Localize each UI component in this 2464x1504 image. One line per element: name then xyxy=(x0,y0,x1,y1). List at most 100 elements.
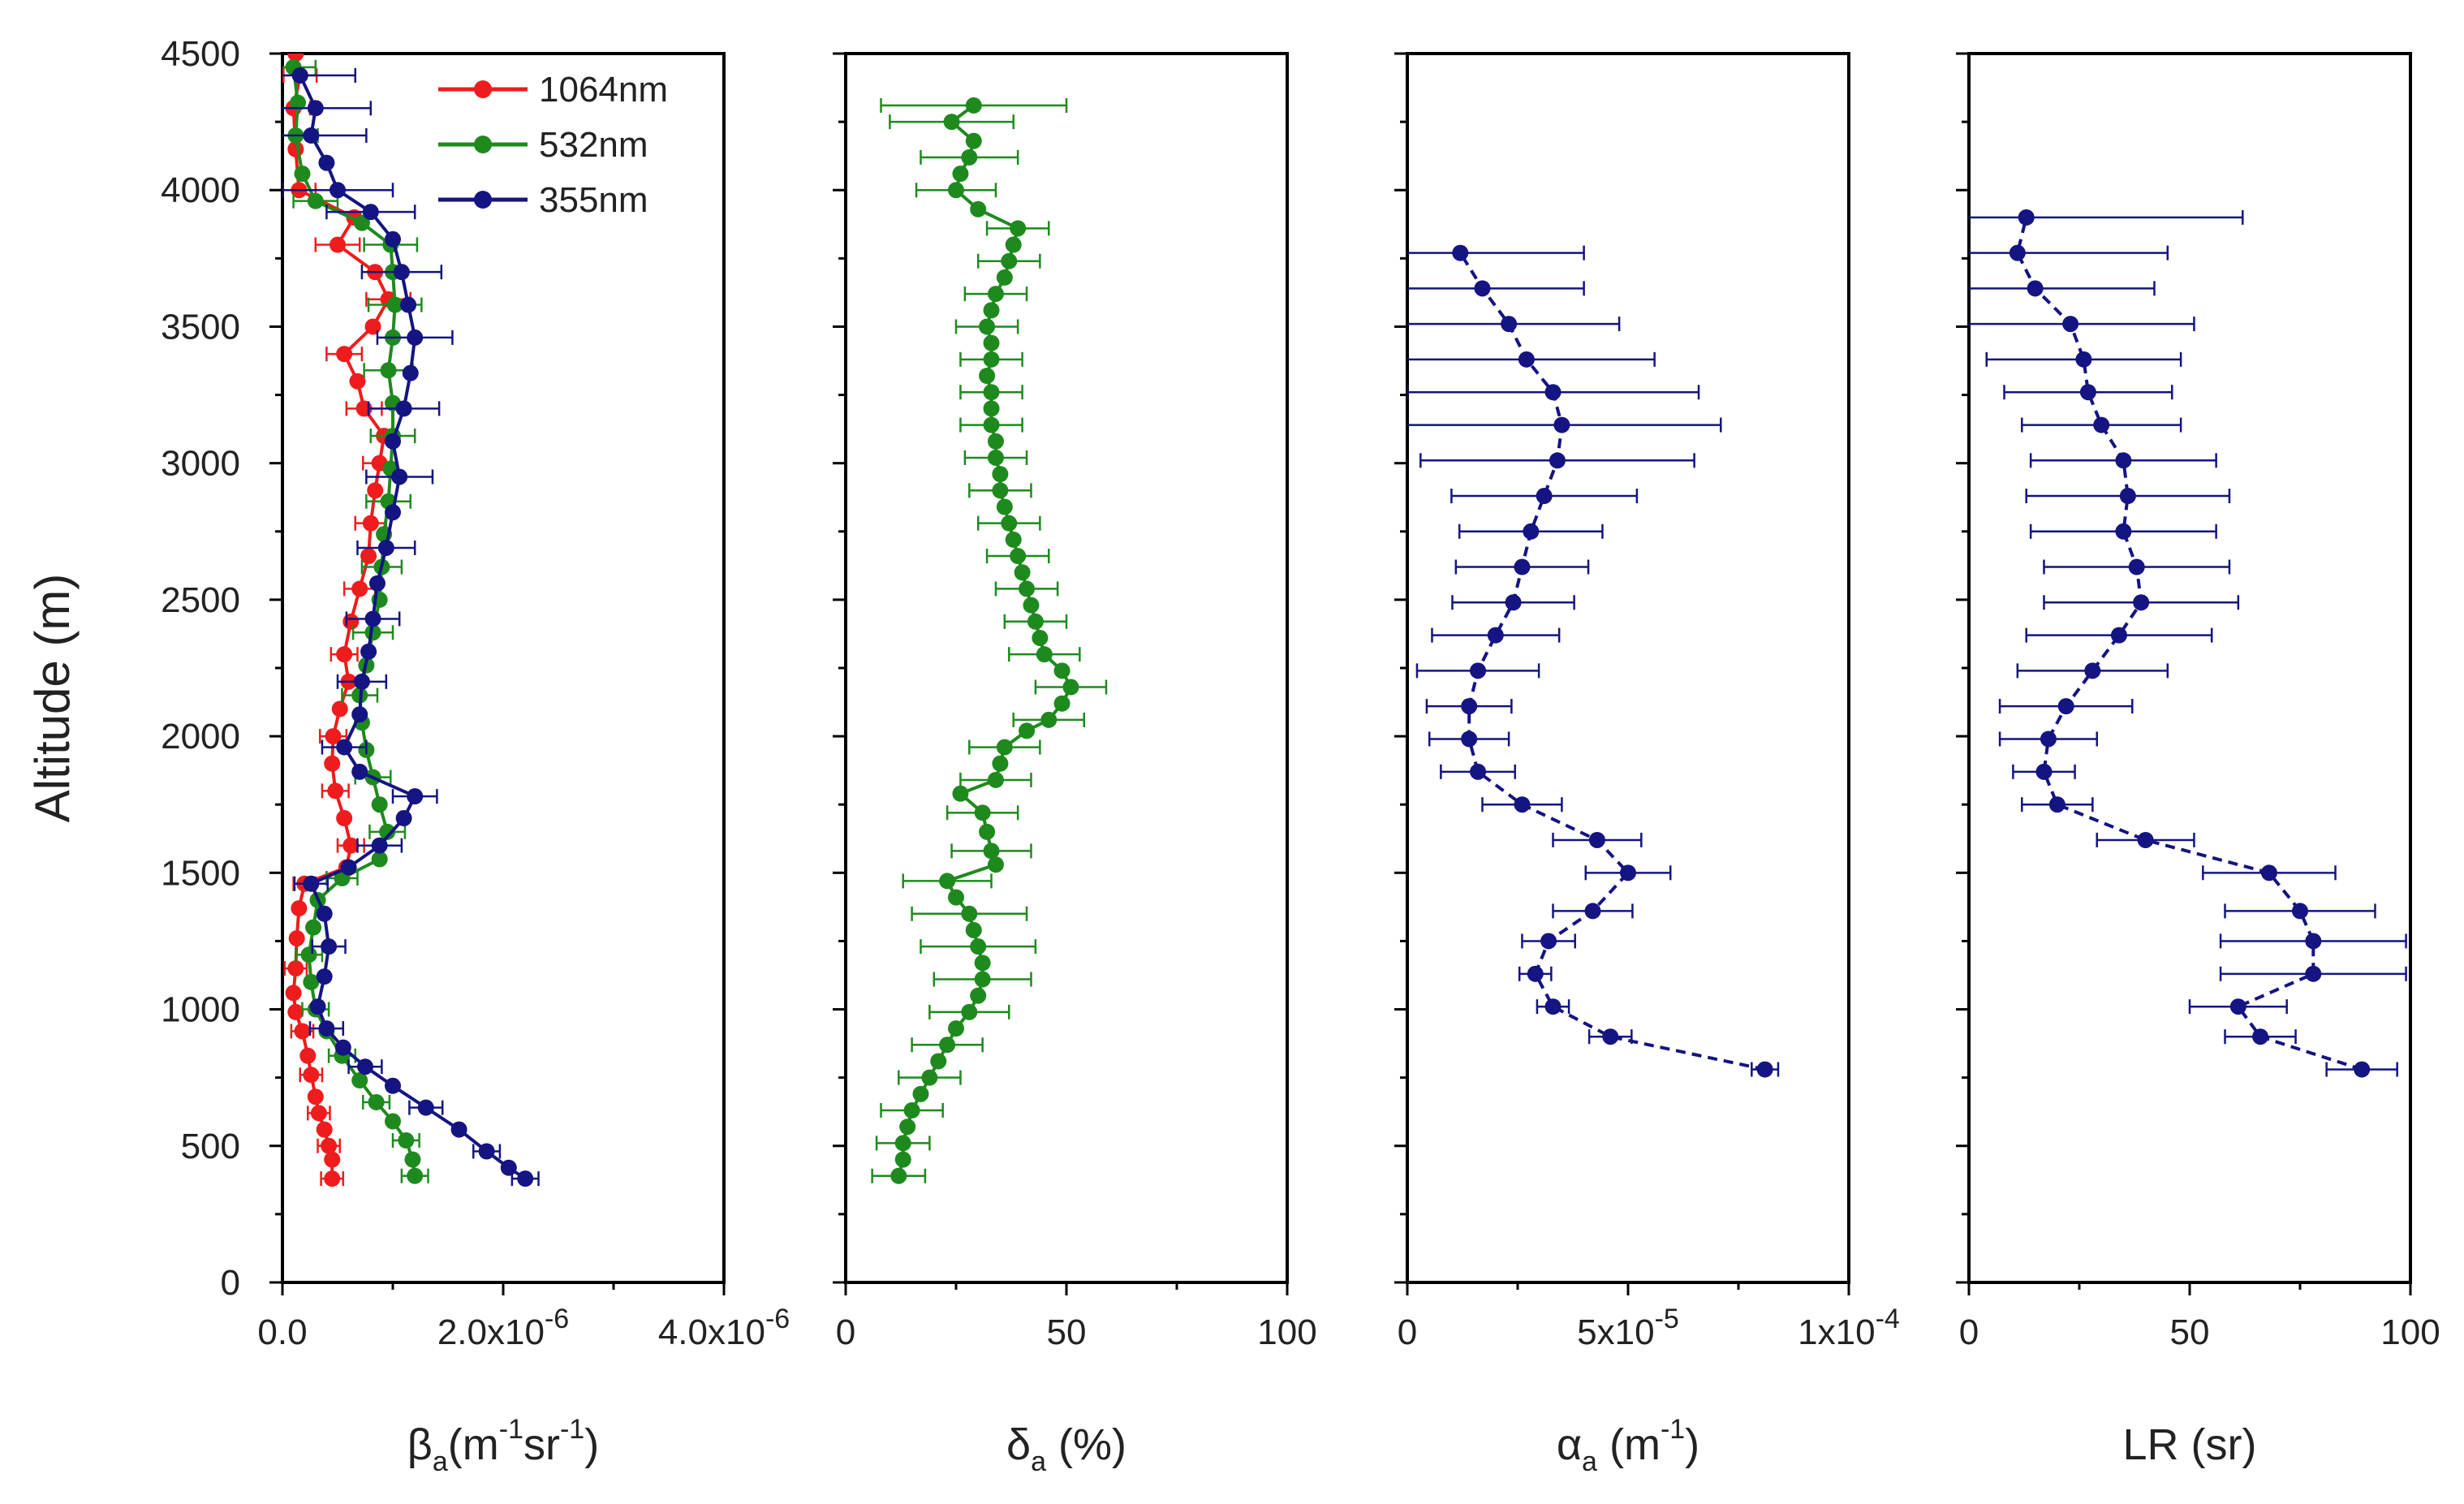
data-point xyxy=(402,364,419,381)
data-point xyxy=(939,873,956,890)
data-point xyxy=(987,771,1004,788)
data-point xyxy=(970,200,987,218)
data-point xyxy=(294,166,311,183)
data-point xyxy=(294,1023,311,1040)
data-point xyxy=(1584,903,1601,920)
x-axis-title: δa (%) xyxy=(1006,1420,1126,1477)
data-point xyxy=(1544,384,1562,401)
data-point xyxy=(2009,244,2026,261)
legend-label: 532nm xyxy=(539,125,648,165)
data-point xyxy=(331,700,348,718)
data-point xyxy=(303,1067,320,1084)
data-point xyxy=(1501,316,1518,333)
data-point xyxy=(360,548,377,565)
data-point xyxy=(1053,662,1070,679)
y-tick-label: 4000 xyxy=(161,170,240,210)
data-point xyxy=(362,515,379,532)
data-point xyxy=(330,182,346,199)
series-532nm xyxy=(282,58,429,1184)
data-point xyxy=(965,97,982,114)
series-group xyxy=(871,97,1108,1184)
data-point xyxy=(1527,965,1544,982)
data-point xyxy=(321,938,338,955)
data-point xyxy=(1514,558,1531,575)
data-point xyxy=(1474,280,1491,297)
data-point xyxy=(952,785,969,802)
data-point xyxy=(336,810,353,827)
data-point xyxy=(340,859,357,876)
data-point xyxy=(395,400,412,417)
legend-marker xyxy=(474,136,492,153)
data-point xyxy=(371,796,388,813)
data-point xyxy=(305,919,322,936)
data-point xyxy=(979,318,996,335)
data-point xyxy=(2115,523,2132,540)
y-tick-label: 2000 xyxy=(161,717,240,756)
data-point xyxy=(2292,903,2308,920)
y-tick-label: 1500 xyxy=(161,853,240,893)
data-point xyxy=(478,1143,495,1160)
data-point xyxy=(1062,679,1079,696)
data-point xyxy=(996,269,1013,286)
data-point xyxy=(1505,594,1522,611)
data-point xyxy=(407,1167,424,1184)
data-point xyxy=(2354,1061,2371,1078)
data-point xyxy=(979,368,996,385)
series-355nm xyxy=(1407,244,1780,1078)
data-point xyxy=(1536,488,1553,505)
data-point xyxy=(983,842,1000,860)
y-tick-label: 2500 xyxy=(161,580,240,620)
data-point xyxy=(894,1135,911,1152)
data-point xyxy=(983,334,1000,351)
data-point xyxy=(299,1047,317,1064)
x-tick-label: 0 xyxy=(1398,1312,1417,1352)
data-point xyxy=(450,1121,467,1138)
data-point xyxy=(351,763,368,780)
series-group xyxy=(282,54,540,1187)
data-point xyxy=(407,788,424,805)
data-point xyxy=(2027,280,2044,297)
data-point xyxy=(303,875,320,892)
data-point xyxy=(992,466,1009,483)
data-point xyxy=(1756,1061,1773,1078)
data-point xyxy=(324,755,341,772)
panel-frame xyxy=(281,52,726,1284)
data-point xyxy=(952,166,969,183)
x-tick-label: 0 xyxy=(836,1312,855,1352)
data-point xyxy=(890,1167,907,1184)
data-point xyxy=(1019,580,1036,597)
y-tick-labels: 0 500 1000 1500 2000 2500 3000 3500 4000 4500 xyxy=(161,34,240,1303)
data-point xyxy=(324,1151,341,1168)
data-point xyxy=(316,1121,333,1138)
y-tick-label: 500 xyxy=(181,1127,240,1166)
data-point xyxy=(943,114,960,131)
data-point xyxy=(517,1170,534,1187)
data-point xyxy=(1027,613,1044,630)
data-point xyxy=(1523,523,1540,540)
data-point xyxy=(948,1020,964,1037)
data-point xyxy=(2084,662,2101,679)
data-point xyxy=(1553,416,1570,433)
legend-marker xyxy=(474,80,492,98)
data-point xyxy=(303,973,320,990)
data-point xyxy=(351,706,368,723)
y-axis-title: Altitude (m) xyxy=(25,574,80,823)
data-point xyxy=(948,182,964,199)
data-point xyxy=(318,154,335,171)
data-point xyxy=(417,1099,434,1116)
x-tick-label: 0 xyxy=(1959,1312,1979,1352)
data-point xyxy=(1014,564,1031,581)
data-point xyxy=(2252,1028,2269,1045)
data-point xyxy=(377,539,394,556)
data-point xyxy=(351,1072,368,1089)
data-point xyxy=(961,905,978,922)
data-point xyxy=(385,1113,401,1130)
data-point xyxy=(970,987,987,1004)
data-point xyxy=(1023,597,1040,614)
data-point xyxy=(318,1020,335,1037)
data-point xyxy=(307,1088,324,1105)
data-point xyxy=(2057,698,2074,715)
data-point xyxy=(987,449,1004,466)
data-point xyxy=(336,346,353,363)
